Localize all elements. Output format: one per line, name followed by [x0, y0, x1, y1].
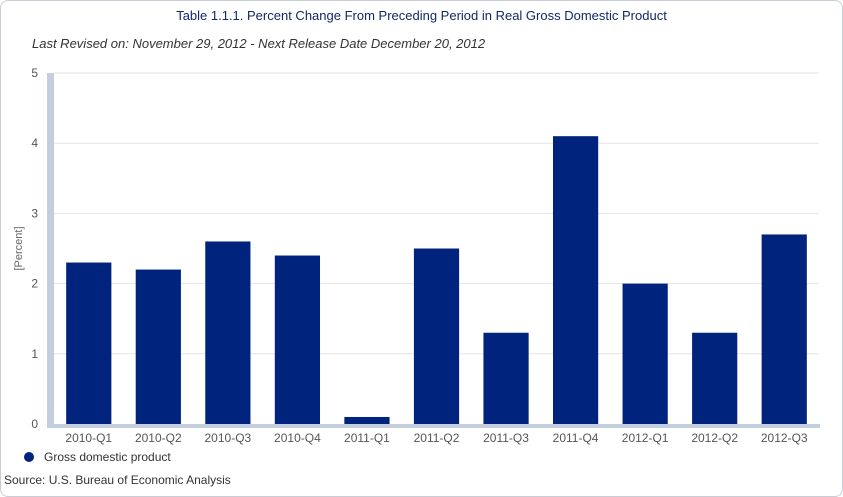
chart-subtitle: Last Revised on: November 29, 2012 - Nex… [32, 36, 486, 51]
legend[interactable]: Gross domestic product [24, 450, 171, 464]
y-tick-label: 3 [31, 206, 38, 220]
y-axis-label: [Percent] [13, 226, 25, 270]
y-tick-label: 2 [31, 277, 38, 291]
y-tick-label: 4 [31, 136, 38, 150]
x-tick-label: 2011-Q1 [344, 431, 390, 445]
x-tick-label: 2012-Q3 [761, 431, 808, 445]
bar-2012-q3 [761, 234, 807, 424]
source-note: Source: U.S. Bureau of Economic Analysis [4, 473, 231, 487]
x-tick-label: 2011-Q4 [553, 431, 599, 445]
x-tick-label: 2012-Q1 [622, 431, 669, 445]
bar-2010-q4 [274, 255, 321, 424]
x-tick-label: 2011-Q2 [414, 431, 460, 445]
bar-2010-q2 [135, 269, 181, 424]
bar-2012-q1 [622, 283, 668, 424]
bar-2010-q3 [205, 241, 251, 424]
x-tick-label: 2010-Q4 [274, 431, 321, 445]
bar-2011-q4 [552, 136, 599, 424]
legend-marker-icon [24, 452, 34, 462]
x-tick-label: 2010-Q2 [135, 431, 182, 445]
x-tick-label: 2010-Q3 [205, 431, 252, 445]
x-axis-line [47, 424, 820, 428]
bar-2012-q2 [692, 332, 738, 424]
x-tick-label: 2012-Q2 [691, 431, 738, 445]
y-tick-label: 0 [31, 417, 38, 431]
chart-title: Table 1.1.1. Percent Change From Precedi… [176, 8, 667, 23]
legend-label: Gross domestic product [44, 450, 171, 464]
bar-2011-q2 [413, 248, 460, 424]
y-tick-label: 5 [31, 66, 38, 80]
y-tick-label: 1 [31, 347, 38, 361]
x-tick-label: 2011-Q3 [483, 431, 529, 445]
bar-2010-q1 [66, 262, 112, 424]
x-tick-label: 2010-Q1 [65, 431, 112, 445]
y-axis-line [47, 73, 54, 427]
bar-2011-q1 [344, 416, 390, 424]
bar-2011-q3 [483, 332, 529, 424]
